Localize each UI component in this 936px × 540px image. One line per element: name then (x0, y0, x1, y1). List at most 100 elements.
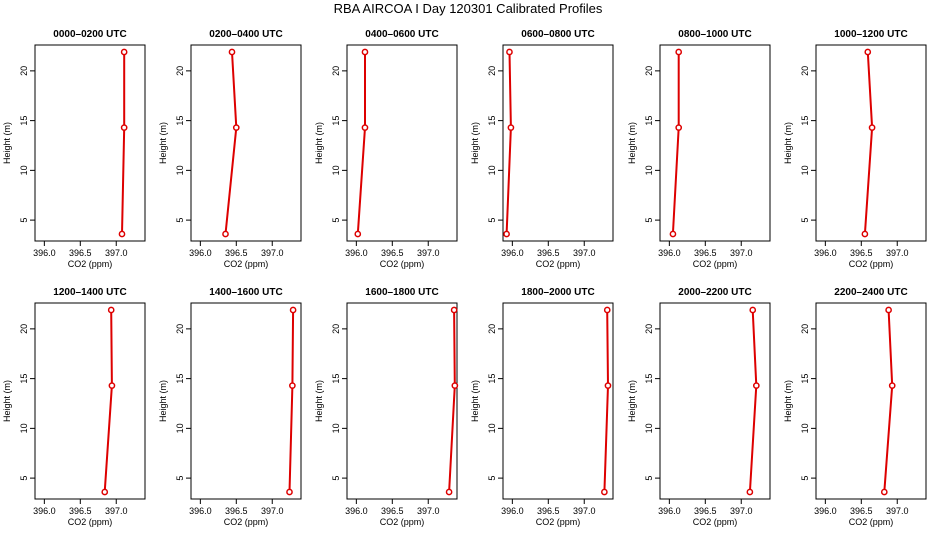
x-tick-label: 397.0 (886, 248, 909, 258)
plot-frame (659, 44, 771, 242)
panel-title: 1600–1800 UTC (365, 287, 438, 298)
plot-frame (346, 44, 458, 242)
x-tick-label: 396.0 (814, 248, 837, 258)
panel-title: 2000–2200 UTC (678, 287, 751, 298)
panel-title: 1000–1200 UTC (834, 29, 907, 40)
x-tick-label: 396.0 (189, 506, 212, 516)
data-point (361, 48, 369, 56)
y-axis-label: Height (m) (158, 122, 168, 164)
y-axis-label: Height (m) (783, 380, 793, 422)
x-tick-label: 396.5 (225, 248, 248, 258)
x-tick-label: 396.5 (225, 506, 248, 516)
x-tick-label: 397.0 (105, 506, 128, 516)
x-tick-label: 396.0 (501, 506, 524, 516)
data-point (603, 306, 611, 314)
profile-line (505, 51, 512, 235)
y-tick-label: 5 (175, 218, 185, 223)
y-tick-label: 5 (800, 476, 810, 481)
x-tick-label: 396.0 (345, 506, 368, 516)
panel-title: 1800–2000 UTC (521, 287, 594, 298)
y-tick-label: 10 (644, 165, 654, 175)
x-axis-label: CO2 (ppm) (380, 259, 425, 269)
data-point (120, 48, 128, 56)
x-tick-label: 397.0 (417, 506, 440, 516)
y-tick-label: 10 (175, 423, 185, 433)
y-tick-label: 5 (487, 218, 497, 223)
x-tick-label: 396.0 (345, 248, 368, 258)
x-tick-label: 396.0 (189, 248, 212, 258)
x-tick-label: 396.0 (658, 506, 681, 516)
x-tick-label: 397.0 (730, 248, 753, 258)
x-tick-label: 397.0 (261, 248, 284, 258)
y-tick-label: 5 (331, 476, 341, 481)
y-axis-label: Height (m) (2, 122, 12, 164)
profile-line (224, 51, 238, 235)
data-point (445, 488, 453, 496)
y-tick-label: 20 (175, 66, 185, 76)
data-point (507, 124, 515, 131)
x-tick-label: 397.0 (886, 506, 909, 516)
y-axis-label: Height (m) (158, 380, 168, 422)
plot-frame (502, 44, 614, 242)
data-point (286, 488, 293, 496)
y-tick-label: 15 (175, 116, 185, 126)
x-axis-label: CO2 (ppm) (68, 259, 113, 269)
plot-frame (659, 302, 771, 500)
x-tick-label: 396.5 (381, 506, 404, 516)
plot-frame (815, 302, 927, 500)
profile-line (103, 309, 113, 493)
data-point (601, 488, 608, 496)
panel-title: 1200–1400 UTC (53, 287, 126, 298)
y-tick-label: 20 (487, 66, 497, 76)
x-axis-label: CO2 (ppm) (68, 517, 113, 527)
x-axis-label: CO2 (ppm) (536, 259, 581, 269)
profile-line (121, 52, 126, 235)
x-axis-label: CO2 (ppm) (849, 259, 894, 269)
profile-line (883, 309, 894, 493)
y-tick-label: 15 (644, 116, 654, 126)
data-point (506, 48, 513, 56)
data-point (675, 124, 683, 131)
y-tick-label: 15 (487, 116, 497, 126)
data-point (228, 48, 236, 56)
y-tick-label: 15 (175, 374, 185, 384)
x-tick-label: 396.5 (69, 506, 92, 516)
y-tick-label: 5 (644, 218, 654, 223)
plot-frame (502, 302, 614, 500)
y-tick-label: 20 (331, 66, 341, 76)
y-axis-label: Height (m) (470, 380, 480, 422)
x-tick-label: 396.5 (537, 506, 560, 516)
x-tick-label: 396.5 (69, 248, 92, 258)
y-tick-label: 5 (644, 476, 654, 481)
x-axis-label: CO2 (ppm) (380, 517, 425, 527)
plot-frame (190, 44, 302, 242)
data-point (289, 382, 296, 389)
data-point (503, 230, 510, 238)
y-tick-label: 20 (800, 324, 810, 334)
x-tick-label: 396.5 (694, 506, 717, 516)
y-tick-label: 5 (800, 218, 810, 223)
x-tick-label: 396.5 (850, 248, 873, 258)
x-tick-label: 396.5 (850, 506, 873, 516)
y-tick-label: 20 (644, 66, 654, 76)
data-point (861, 230, 869, 238)
data-point (746, 488, 754, 496)
y-tick-label: 5 (175, 476, 185, 481)
x-axis-label: CO2 (ppm) (849, 517, 894, 527)
plot-frame (34, 302, 146, 500)
plot-frame (34, 44, 146, 242)
y-tick-label: 10 (331, 423, 341, 433)
data-point (885, 306, 892, 314)
data-point (864, 48, 872, 56)
y-tick-label: 15 (800, 116, 810, 126)
x-tick-label: 396.0 (814, 506, 837, 516)
profile-line (356, 52, 366, 235)
data-point (118, 230, 126, 238)
profile-line (748, 309, 758, 493)
data-point (450, 306, 458, 314)
data-point (361, 124, 369, 131)
